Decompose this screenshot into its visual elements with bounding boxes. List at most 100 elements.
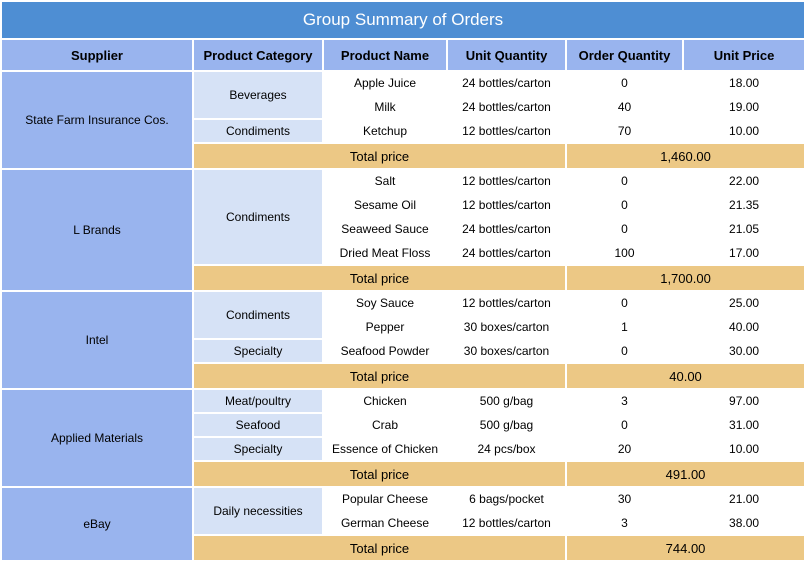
product-name-cell: Apple Juice: [324, 72, 446, 94]
column-header-unit-price: Unit Price: [684, 40, 805, 70]
table-row: Seaweed Sauce 24 bottles/carton 0 21.05: [2, 218, 805, 240]
unit-price-cell: 21.00: [684, 488, 805, 510]
unit-price-cell: 19.00: [684, 96, 805, 118]
product-name-cell: Sesame Oil: [324, 194, 446, 216]
table-row: State Farm Insurance Cos. Beverages Appl…: [2, 72, 805, 168]
order-quantity-cell: 40: [567, 96, 682, 118]
unit-price-cell: 21.35: [684, 194, 805, 216]
order-quantity-cell: 100: [567, 242, 682, 264]
product-name-cell: Dried Meat Floss: [324, 242, 446, 264]
unit-quantity-cell: 30 boxes/carton: [448, 316, 565, 338]
column-header-order-quantity: Order Quantity: [567, 40, 682, 70]
order-quantity-cell: 0: [567, 194, 682, 216]
product-name-cell: Seafood Powder: [324, 340, 446, 362]
category-cell: Condiments: [194, 170, 322, 264]
column-header-supplier: Supplier: [2, 40, 192, 70]
table-row: Milk 24 bottles/carton 40 19.00: [2, 96, 805, 118]
table-row: Intel Condiments Soy Sauce 12 bottles/ca…: [2, 292, 805, 388]
order-quantity-cell: 0: [567, 170, 682, 192]
unit-quantity-cell: 12 bottles/carton: [448, 292, 565, 314]
category-cell: Condiments: [194, 292, 322, 338]
unit-quantity-cell: 24 bottles/carton: [448, 96, 565, 118]
unit-quantity-cell: 6 bags/pocket: [448, 488, 565, 510]
table-row: Dried Meat Floss 24 bottles/carton 100 1…: [2, 242, 805, 264]
unit-price-cell: 25.00: [684, 292, 805, 314]
total-price-value: 491.00: [567, 462, 805, 486]
table-row: Specialty Seafood Powder 30 boxes/carton…: [2, 340, 805, 362]
product-name-cell: Crab: [324, 414, 446, 436]
product-name-cell: Ketchup: [324, 120, 446, 142]
category-cell: Beverages: [194, 72, 322, 118]
title-row: Group Summary of Orders: [2, 2, 805, 38]
product-name-cell: Salt: [324, 170, 446, 192]
order-quantity-cell: 0: [567, 72, 682, 94]
total-price-label: Total price: [194, 536, 565, 560]
category-cell: Seafood: [194, 414, 322, 436]
unit-price-cell: 21.05: [684, 218, 805, 240]
total-row: Total price 40.00: [2, 364, 805, 388]
product-name-cell: German Cheese: [324, 512, 446, 534]
product-name-cell: Essence of Chicken: [324, 438, 446, 460]
total-price-label: Total price: [194, 462, 565, 486]
supplier-cell: L Brands: [2, 170, 192, 290]
supplier-cell: Applied Materials: [2, 390, 192, 486]
category-cell: Specialty: [194, 438, 322, 460]
supplier-cell: eBay: [2, 488, 192, 560]
order-quantity-cell: 3: [567, 390, 682, 412]
unit-quantity-cell: 500 g/bag: [448, 414, 565, 436]
category-cell: Meat/poultry: [194, 390, 322, 412]
product-name-cell: Pepper: [324, 316, 446, 338]
unit-quantity-cell: 12 bottles/carton: [448, 170, 565, 192]
order-quantity-cell: 0: [567, 414, 682, 436]
unit-quantity-cell: 24 bottles/carton: [448, 242, 565, 264]
table-row: Condiments Ketchup 12 bottles/carton 70 …: [2, 120, 805, 142]
unit-price-cell: 10.00: [684, 120, 805, 142]
product-name-cell: Popular Cheese: [324, 488, 446, 510]
table-row: German Cheese 12 bottles/carton 3 38.00: [2, 512, 805, 534]
column-header-unit-quantity: Unit Quantity: [448, 40, 565, 70]
category-cell: Daily necessities: [194, 488, 322, 534]
total-price-value: 744.00: [567, 536, 805, 560]
unit-price-cell: 97.00: [684, 390, 805, 412]
column-header-product-category: Product Category: [194, 40, 322, 70]
unit-quantity-cell: 12 bottles/carton: [448, 120, 565, 142]
order-quantity-cell: 30: [567, 488, 682, 510]
unit-quantity-cell: 30 boxes/carton: [448, 340, 565, 362]
unit-quantity-cell: 24 pcs/box: [448, 438, 565, 460]
total-price-label: Total price: [194, 266, 565, 290]
total-price-value: 1,700.00: [567, 266, 805, 290]
total-row: Total price 744.00: [2, 536, 805, 560]
total-row: Total price 1,700.00: [2, 266, 805, 290]
table-row: Seafood Crab 500 g/bag 0 31.00: [2, 414, 805, 436]
unit-price-cell: 10.00: [684, 438, 805, 460]
product-name-cell: Soy Sauce: [324, 292, 446, 314]
category-cell: Condiments: [194, 120, 322, 142]
total-row: Total price 491.00: [2, 462, 805, 486]
total-row: Total price 1,460.00: [2, 144, 805, 168]
unit-price-cell: 40.00: [684, 316, 805, 338]
table-row: L Brands Condiments Salt 12 bottles/cart…: [2, 170, 805, 290]
order-quantity-cell: 20: [567, 438, 682, 460]
product-name-cell: Seaweed Sauce: [324, 218, 446, 240]
supplier-cell: State Farm Insurance Cos.: [2, 72, 192, 168]
column-header-row: Supplier Product Category Product Name U…: [2, 40, 805, 70]
order-quantity-cell: 0: [567, 218, 682, 240]
table-row: Specialty Essence of Chicken 24 pcs/box …: [2, 438, 805, 460]
order-quantity-cell: 0: [567, 292, 682, 314]
unit-quantity-cell: 24 bottles/carton: [448, 218, 565, 240]
supplier-cell: Intel: [2, 292, 192, 388]
page-title: Group Summary of Orders: [2, 2, 805, 38]
table-row: Sesame Oil 12 bottles/carton 0 21.35: [2, 194, 805, 216]
unit-price-cell: 17.00: [684, 242, 805, 264]
unit-price-cell: 18.00: [684, 72, 805, 94]
unit-quantity-cell: 24 bottles/carton: [448, 72, 565, 94]
table-row: eBay Daily necessities Popular Cheese 6 …: [2, 488, 805, 560]
total-price-value: 40.00: [567, 364, 805, 388]
unit-quantity-cell: 12 bottles/carton: [448, 512, 565, 534]
order-quantity-cell: 1: [567, 316, 682, 338]
column-header-product-name: Product Name: [324, 40, 446, 70]
order-quantity-cell: 70: [567, 120, 682, 142]
order-quantity-cell: 0: [567, 340, 682, 362]
unit-price-cell: 38.00: [684, 512, 805, 534]
